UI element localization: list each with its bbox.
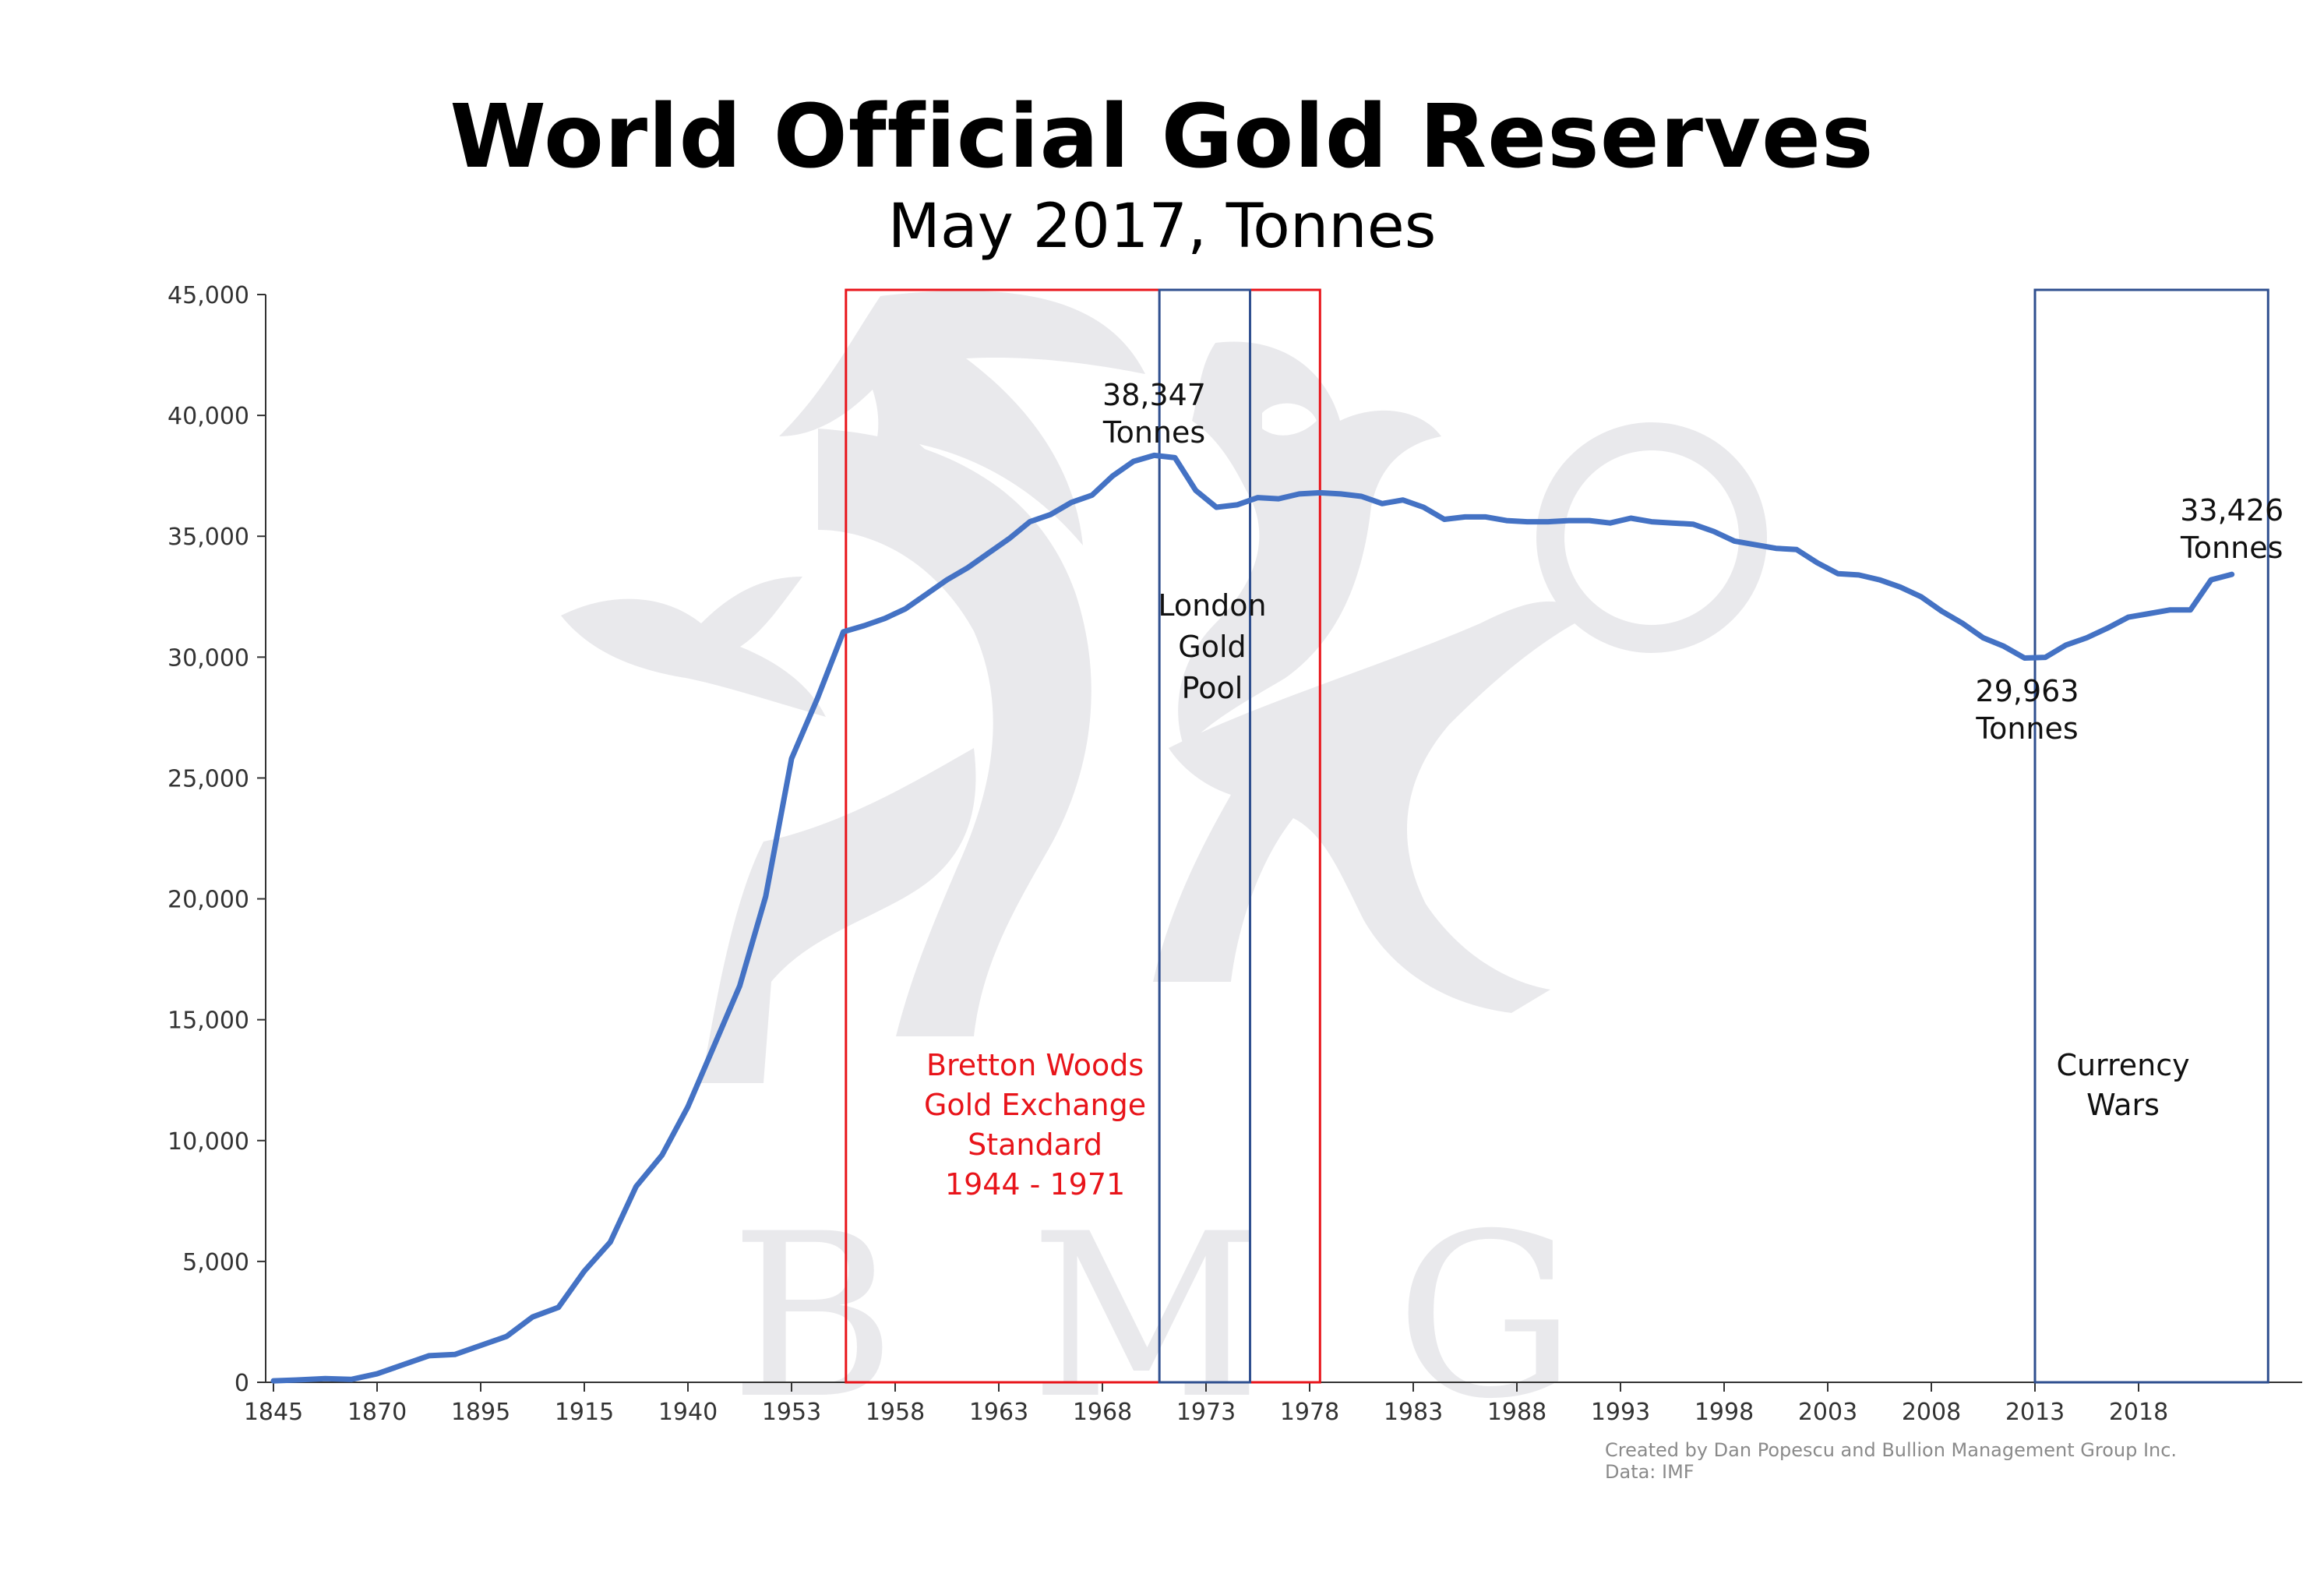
x-tick-label: 2018 xyxy=(2109,1399,2168,1426)
x-tick-label: 1998 xyxy=(1695,1399,1754,1426)
annotation-latest: Tonnes xyxy=(2180,531,2283,565)
region-box-currency xyxy=(2033,288,2269,1384)
chart-subtitle: May 2017, Tonnes xyxy=(887,192,1437,262)
x-tick-label: 1963 xyxy=(969,1399,1028,1426)
region-label-london: London xyxy=(1158,588,1266,623)
y-tick-label: 35,000 xyxy=(168,524,249,551)
x-tick-label: 1895 xyxy=(451,1399,510,1426)
chart-title: World Official Gold Reserves xyxy=(450,86,1874,188)
y-tick-label: 20,000 xyxy=(168,887,249,914)
annotation-peak: Tonnes xyxy=(1102,415,1205,450)
region-label-london: Pool xyxy=(1182,671,1243,705)
watermark-text: B M G xyxy=(730,1186,1607,1449)
y-tick-label: 40,000 xyxy=(168,403,249,430)
x-tick-label: 1978 xyxy=(1280,1399,1339,1426)
x-tick-label: 1958 xyxy=(866,1399,925,1426)
x-tick-label: 2013 xyxy=(2005,1399,2065,1426)
x-tick-label: 1845 xyxy=(244,1399,303,1426)
y-tick-label: 10,000 xyxy=(168,1128,249,1156)
credit-line-2: Data: IMF xyxy=(1605,1460,1695,1483)
x-tick-label: 2003 xyxy=(1798,1399,1857,1426)
x-tick-label: 1870 xyxy=(347,1399,407,1426)
region-label-currency: Wars xyxy=(2086,1088,2160,1122)
credit-line-1: Created by Dan Popescu and Bullion Manag… xyxy=(1605,1439,2178,1461)
region-label-bretton: Standard xyxy=(968,1128,1102,1162)
annotation-low: Tonnes xyxy=(1975,711,2078,746)
axes: 0 5,000 10,000 15,000 20,000 25,000 30,000 35,0… xyxy=(168,282,2302,1426)
region-box-bretton xyxy=(845,288,1321,1384)
x-tick-label: 1988 xyxy=(1487,1399,1546,1426)
x-tick-label: 1973 xyxy=(1176,1399,1236,1426)
region-label-bretton: 1944 - 1971 xyxy=(945,1167,1125,1202)
y-tick-label: 30,000 xyxy=(168,644,249,672)
annotation-low: 29,963 xyxy=(1976,674,2079,708)
regions: Bretton Woods Gold Exchange Standard 1944 -… xyxy=(845,288,2269,1384)
region-box-london xyxy=(1158,288,1252,1384)
y-tick-label: 0 xyxy=(235,1370,249,1397)
watermark-logo: B M G xyxy=(561,291,1767,1449)
y-tick-label: 5,000 xyxy=(182,1249,249,1276)
x-tick-label: 1953 xyxy=(762,1399,821,1426)
x-tick-label: 1940 xyxy=(658,1399,718,1426)
series-line-gold-reserves xyxy=(270,452,2235,1384)
annotation-latest: 33,426 xyxy=(2180,493,2283,528)
region-label-currency: Currency xyxy=(2056,1048,2189,1082)
x-tick-label: 1968 xyxy=(1073,1399,1132,1426)
credit-note: Created by Dan Popescu and Bullion Manag… xyxy=(1605,1439,2178,1483)
y-tick-label: 45,000 xyxy=(168,282,249,309)
annotation-peak: 38,347 xyxy=(1102,378,1206,412)
y-tick-label: 15,000 xyxy=(168,1008,249,1035)
region-label-bretton: Bretton Woods xyxy=(926,1048,1144,1082)
x-tick-label: 1993 xyxy=(1591,1399,1650,1426)
x-tick-label: 1983 xyxy=(1384,1399,1443,1426)
y-tick-label: 25,000 xyxy=(168,765,249,792)
region-label-bretton: Gold Exchange xyxy=(924,1088,1146,1122)
x-tick-label: 1915 xyxy=(555,1399,614,1426)
x-tick-label: 2008 xyxy=(1902,1399,1961,1426)
region-label-london: Gold xyxy=(1178,630,1246,664)
